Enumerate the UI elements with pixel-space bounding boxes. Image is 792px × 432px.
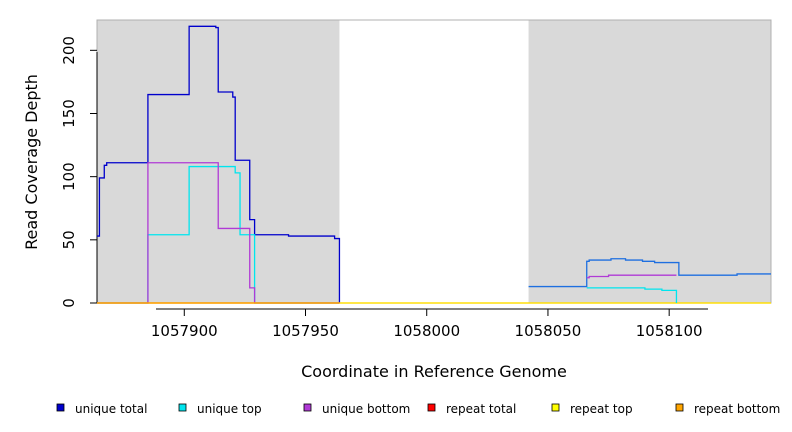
legend-label: unique total [75,402,147,416]
legend-swatch [675,403,684,412]
y-tick-label: 0 [60,298,78,308]
legend-label: repeat top [570,402,633,416]
y-tick-label: 150 [60,99,78,128]
x-tick-label: 1058100 [636,322,703,340]
series-line-segment-8 [586,287,678,303]
legend-swatch [303,403,312,412]
y-tick-label: 50 [60,230,78,249]
shaded-region-1 [528,20,771,303]
y-tick-label: 100 [60,162,78,191]
legend-label: repeat total [446,402,516,416]
legend-swatch [551,403,560,412]
series-line-unique-bottom [97,162,340,304]
legend-label: unique top [197,402,262,416]
x-tick-label: 1057900 [151,322,218,340]
x-tick-label: 1057950 [272,322,339,340]
y-ticks: 0 50 100 150 200 [60,36,97,308]
x-tick-label: 1058050 [515,322,582,340]
legend-swatch [178,403,187,412]
y-tick-label: 200 [60,36,78,65]
legend-swatch [56,403,65,412]
legend-label: unique bottom [322,402,410,416]
x-axis-title: Coordinate in Reference Genome [301,362,567,381]
series-line-segment-7 [586,274,677,279]
y-axis-title: Read Coverage Depth [22,74,41,250]
x-ticks: 1057900 1057950 1058000 1058050 1058100 [151,309,703,340]
x-tick-label: 1058000 [393,322,460,340]
legend-swatch [427,403,436,412]
legend: unique total unique top unique bottom repea… [56,402,780,416]
series-lines [97,25,771,304]
shaded-regions [97,20,771,303]
legend-label: repeat bottom [694,402,780,416]
series-line-segment-6 [528,258,771,288]
series-line-unique-total [97,25,341,303]
